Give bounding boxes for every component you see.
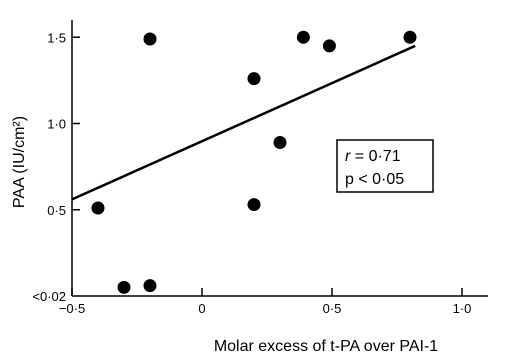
data-point [273,135,287,149]
y-tick-label: 1·0 [47,117,66,132]
x-ticks: −0·5 0 0·5 1·0 [59,288,472,316]
data-point [296,30,310,44]
data-point [143,279,157,293]
data-point [117,280,131,294]
x-tick-label: 0·5 [323,301,342,316]
y-ticks: <0·02 0·5 1·0 1·5 [32,30,80,304]
data-point [143,32,157,46]
data-point [91,201,105,215]
p-statistic: p < 0·05 [345,171,404,188]
x-tick-label: 1·0 [453,301,472,316]
x-tick-label: −0·5 [59,301,85,316]
regression-line [71,44,416,201]
axes [71,20,488,297]
x-axis-title: Molar excess of t-PA over PAI-1 [214,338,438,355]
y-axis-title: PAA (IU/cm²) [11,116,28,208]
y-tick-label: <0·02 [32,289,66,304]
y-tick-label: 1·5 [47,30,66,45]
data-point [322,39,336,53]
data-point [403,30,417,44]
r-statistic: r = 0·71 [345,148,401,165]
stats-box: r = 0·71 p < 0·05 [336,139,434,193]
data-point [247,72,261,86]
x-tick-label: 0 [198,301,205,316]
data-points [91,30,417,294]
data-point [247,198,261,212]
y-tick-label: 0·5 [47,203,66,218]
stats-box-frame [336,139,434,193]
